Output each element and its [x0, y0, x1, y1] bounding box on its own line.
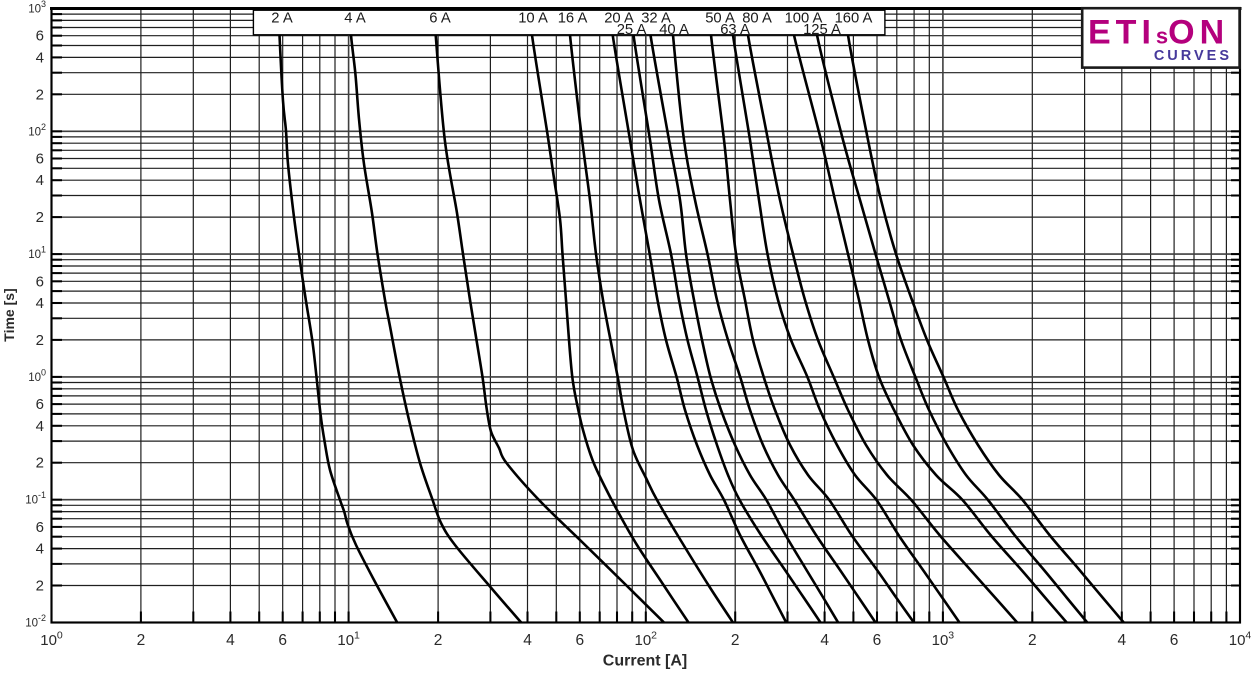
svg-text:Current [A]: Current [A]: [603, 653, 687, 670]
svg-text:4: 4: [820, 632, 829, 649]
svg-text:2: 2: [36, 332, 44, 349]
svg-text:63 A: 63 A: [720, 22, 750, 38]
svg-text:2: 2: [434, 632, 443, 649]
svg-text:6: 6: [873, 632, 882, 649]
svg-text:160 A: 160 A: [835, 11, 873, 27]
svg-text:4: 4: [36, 172, 44, 189]
svg-text:CURVES: CURVES: [1154, 48, 1232, 64]
svg-text:32 A: 32 A: [641, 11, 671, 27]
svg-text:6: 6: [36, 396, 44, 413]
svg-text:20 A: 20 A: [604, 11, 634, 27]
svg-text:2: 2: [731, 632, 740, 649]
svg-text:2: 2: [137, 632, 146, 649]
svg-text:4: 4: [523, 632, 532, 649]
svg-text:100 A: 100 A: [785, 11, 823, 27]
svg-text:2 A: 2 A: [271, 11, 293, 27]
svg-text:4: 4: [36, 295, 44, 312]
svg-text:2: 2: [36, 209, 44, 226]
svg-text:50 A: 50 A: [705, 11, 735, 27]
svg-text:80 A: 80 A: [742, 11, 772, 27]
svg-text:6: 6: [36, 273, 44, 290]
svg-text:40 A: 40 A: [659, 22, 689, 38]
svg-text:6: 6: [576, 632, 585, 649]
svg-text:6: 6: [36, 28, 44, 45]
svg-text:6: 6: [36, 519, 44, 536]
svg-text:4: 4: [226, 632, 235, 649]
svg-text:2: 2: [36, 578, 44, 595]
svg-text:6: 6: [1170, 632, 1179, 649]
svg-text:4 A: 4 A: [344, 11, 366, 27]
svg-text:2: 2: [36, 86, 44, 103]
svg-text:4: 4: [36, 541, 44, 558]
svg-text:4: 4: [36, 418, 44, 435]
svg-text:2: 2: [36, 455, 44, 472]
svg-text:4: 4: [36, 49, 44, 66]
svg-text:6: 6: [278, 632, 287, 649]
svg-text:4: 4: [1117, 632, 1126, 649]
svg-text:Time [s]: Time [s]: [1, 288, 17, 341]
svg-text:6: 6: [36, 151, 44, 168]
svg-text:25 A: 25 A: [617, 22, 647, 38]
svg-text:2: 2: [1028, 632, 1037, 649]
svg-text:10 A: 10 A: [518, 11, 548, 27]
svg-text:6 A: 6 A: [429, 11, 451, 27]
svg-text:125 A: 125 A: [803, 22, 841, 38]
svg-text:16 A: 16 A: [558, 11, 588, 27]
